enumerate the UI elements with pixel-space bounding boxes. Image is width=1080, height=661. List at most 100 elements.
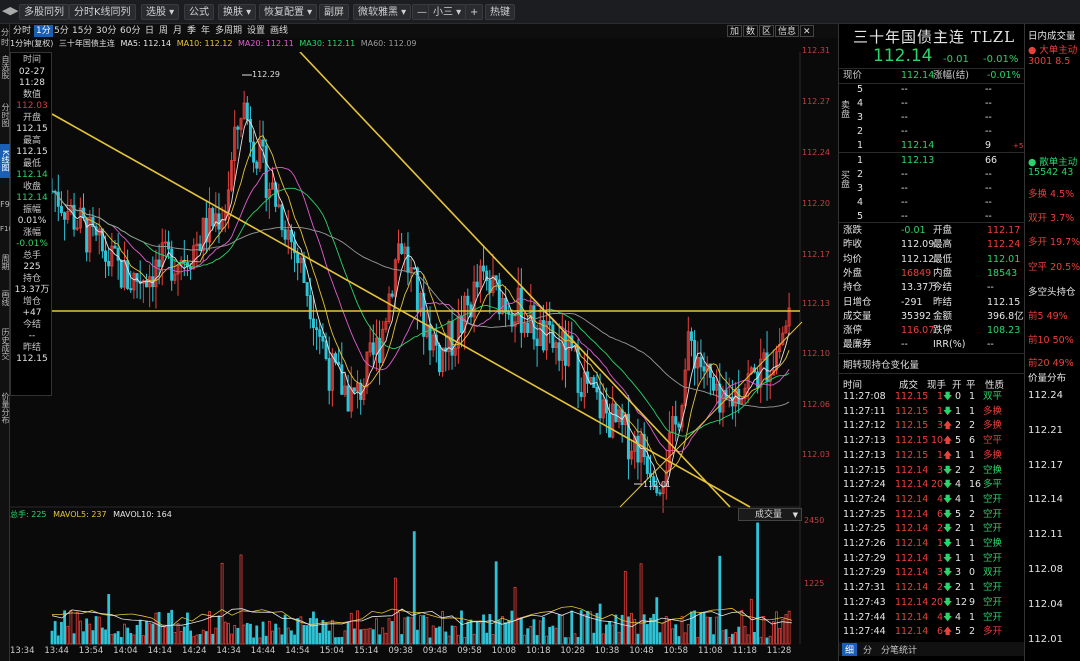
stat-row: 涨停 116.07 跌停 108.23 xyxy=(839,324,1025,338)
tick-row[interactable]: 11:27:25 112.14 6 🡇 5 2 空开 xyxy=(839,508,1025,522)
back-icon[interactable]: ◀ xyxy=(2,4,11,17)
skin-button[interactable]: 换肤 ▾ xyxy=(218,4,257,20)
volume-bar xyxy=(507,620,511,645)
left-tab-timeshare-chart[interactable]: 分时图 xyxy=(1,103,10,127)
volume-bar xyxy=(343,630,347,645)
chart-data-icon[interactable]: 数 xyxy=(743,25,759,37)
left-tab-period[interactable]: 周期 xyxy=(1,254,10,270)
period-drawline[interactable]: 画线 xyxy=(270,26,289,36)
left-tab-timeshare[interactable]: 分时 xyxy=(1,28,9,47)
buy-row[interactable]: 4 -- -- xyxy=(839,196,1025,210)
volume-bar xyxy=(680,616,684,645)
period-5min[interactable]: 5分 xyxy=(54,26,69,36)
info-label: 今结 xyxy=(22,319,41,330)
period-day[interactable]: 日 xyxy=(145,26,155,36)
volume-bar xyxy=(334,637,337,645)
tick-row[interactable]: 11:27:24 112.14 20 🡇 4 16 多平 xyxy=(839,478,1025,492)
left-tab-kline-chart[interactable]: K线图 xyxy=(0,144,10,178)
tick-v: 4 xyxy=(936,611,943,623)
price-tick: 112.03 xyxy=(802,450,830,459)
tick-row[interactable]: 11:27:08 112.15 1 🡇 0 1 双平 xyxy=(839,390,1025,404)
volume-indicator-select[interactable]: 成交量 ▼ xyxy=(738,508,802,521)
left-tab-watchlist[interactable]: 自选股 xyxy=(1,55,10,79)
tick-row[interactable]: 11:27:44 112.14 6 🡅 5 2 多开 xyxy=(839,625,1025,639)
tick-row[interactable]: 11:27:11 112.15 1 🡇 1 1 多换 xyxy=(839,405,1025,419)
tick-row[interactable]: 11:27:29 112.14 3 🡇 3 0 双开 xyxy=(839,566,1025,580)
hotkey-button[interactable]: 热键 xyxy=(485,4,515,20)
formula-button[interactable]: 公式 xyxy=(184,4,214,20)
moving-averages xyxy=(51,118,790,488)
volume-bar xyxy=(494,561,498,645)
period-60min[interactable]: 60分 xyxy=(120,26,141,36)
font-select[interactable]: 微软雅黑 ▾ xyxy=(353,4,412,20)
forward-icon[interactable]: ▶ xyxy=(10,4,19,17)
buy-row[interactable]: 5 -- -- xyxy=(839,210,1025,224)
multi-stock-button[interactable]: 多股同列 xyxy=(19,4,69,20)
period-week[interactable]: 周 xyxy=(159,26,169,36)
tick-row[interactable]: 11:27:26 112.14 1 🡇 1 1 空换 xyxy=(839,537,1025,551)
stat-v2: -- xyxy=(987,339,994,351)
time-tick: 11:28 xyxy=(766,646,792,656)
tick-row[interactable]: 11:27:29 112.14 1 🡇 1 1 空开 xyxy=(839,552,1025,566)
sell-row[interactable]: 3 -- -- xyxy=(839,111,1025,125)
tick-row[interactable]: 11:27:25 112.14 2 🡇 2 1 空开 xyxy=(839,522,1025,536)
sell-row[interactable]: 2 -- -- xyxy=(839,125,1025,139)
sell-row[interactable]: 4 -- -- xyxy=(839,97,1025,111)
period-timeshare[interactable]: 分时 xyxy=(13,26,32,36)
buy-row[interactable]: 1 112.13 66 xyxy=(839,154,1025,168)
left-tab-history[interactable]: 历史成交 xyxy=(1,328,10,360)
price-tick: 112.17 xyxy=(802,250,830,259)
buy-row[interactable]: 2 -- -- xyxy=(839,168,1025,182)
candle-body xyxy=(277,204,281,207)
chart-add-icon[interactable]: 加 xyxy=(727,25,743,37)
info-label: 增仓 xyxy=(22,296,41,307)
period-quarter[interactable]: 季 xyxy=(187,26,197,36)
tick-row[interactable]: 11:27:12 112.15 3 🡅 2 2 多换 xyxy=(839,419,1025,433)
last-price: 112.14 xyxy=(873,46,933,66)
buy-row[interactable]: 3 -- -- xyxy=(839,182,1025,196)
volume-bar xyxy=(699,612,703,645)
candle-body xyxy=(557,342,561,361)
font-increase-button[interactable]: + xyxy=(465,4,484,20)
tab-tick-stats[interactable]: 分笔统计 xyxy=(881,646,918,656)
period-year[interactable]: 年 xyxy=(201,26,211,36)
tab-detail[interactable]: 细 xyxy=(842,643,858,656)
kline-chart[interactable] xyxy=(10,52,838,661)
sell-p: -- xyxy=(901,112,908,123)
left-tab-f9[interactable]: F9 xyxy=(0,200,10,209)
chart-close-icon[interactable]: ✕ xyxy=(800,25,814,37)
tick-t: 11:27:26 xyxy=(843,538,886,549)
period-month[interactable]: 月 xyxy=(173,26,183,36)
period-1min[interactable]: 1分 xyxy=(34,25,53,37)
sell-row[interactable]: 1 112.14 9 +5 xyxy=(839,139,1025,153)
period-15min[interactable]: 15分 xyxy=(72,26,93,36)
period-settings[interactable]: 设置 xyxy=(247,26,266,36)
chart-range-icon[interactable]: 区 xyxy=(759,25,775,37)
restore-config-button[interactable]: 恢复配置 ▾ xyxy=(259,4,318,20)
stat-l2: 开盘 xyxy=(933,225,953,236)
tick-row[interactable]: 11:27:43 112.14 20 🡇 12 9 空开 xyxy=(839,596,1025,610)
period-30min[interactable]: 30分 xyxy=(96,26,117,36)
tick-row[interactable]: 11:27:13 112.15 10 🡅 5 6 空平 xyxy=(839,434,1025,448)
period-multi[interactable]: 多周期 xyxy=(215,26,243,36)
chart-info-icon[interactable]: 信息 xyxy=(775,25,800,37)
sell-row[interactable]: 5 -- -- xyxy=(839,83,1025,97)
tick-row[interactable]: 11:27:24 112.14 4 🡇 4 1 空开 xyxy=(839,493,1025,507)
tab-minute[interactable]: 分 xyxy=(863,646,873,656)
left-tab-price-volume[interactable]: 价量分布 xyxy=(1,392,10,424)
sell-n: 5 xyxy=(857,84,864,95)
volume-bar xyxy=(53,621,57,645)
candle-body xyxy=(400,243,404,254)
left-tab-drawline[interactable]: 画线 xyxy=(1,290,10,306)
volume-bar xyxy=(400,634,404,645)
tick-row[interactable]: 11:27:15 112.14 3 🡇 2 2 空换 xyxy=(839,464,1025,478)
select-stock-button[interactable]: 选股 ▾ xyxy=(141,4,180,20)
tick-row[interactable]: 11:27:13 112.15 1 🡅 1 1 多换 xyxy=(839,449,1025,463)
volume-bar xyxy=(771,621,775,645)
tick-row[interactable]: 11:27:44 112.14 4 🡇 4 1 空开 xyxy=(839,611,1025,625)
left-tab-f10[interactable]: F10 xyxy=(0,225,13,233)
tick-row[interactable]: 11:27:31 112.14 2 🡇 2 1 空开 xyxy=(839,581,1025,595)
font-size-select[interactable]: 小三 ▾ xyxy=(428,4,467,20)
timeshare-kline-button[interactable]: 分时K线同列 xyxy=(69,4,136,20)
subscreen-button[interactable]: 副屏 xyxy=(319,4,349,20)
